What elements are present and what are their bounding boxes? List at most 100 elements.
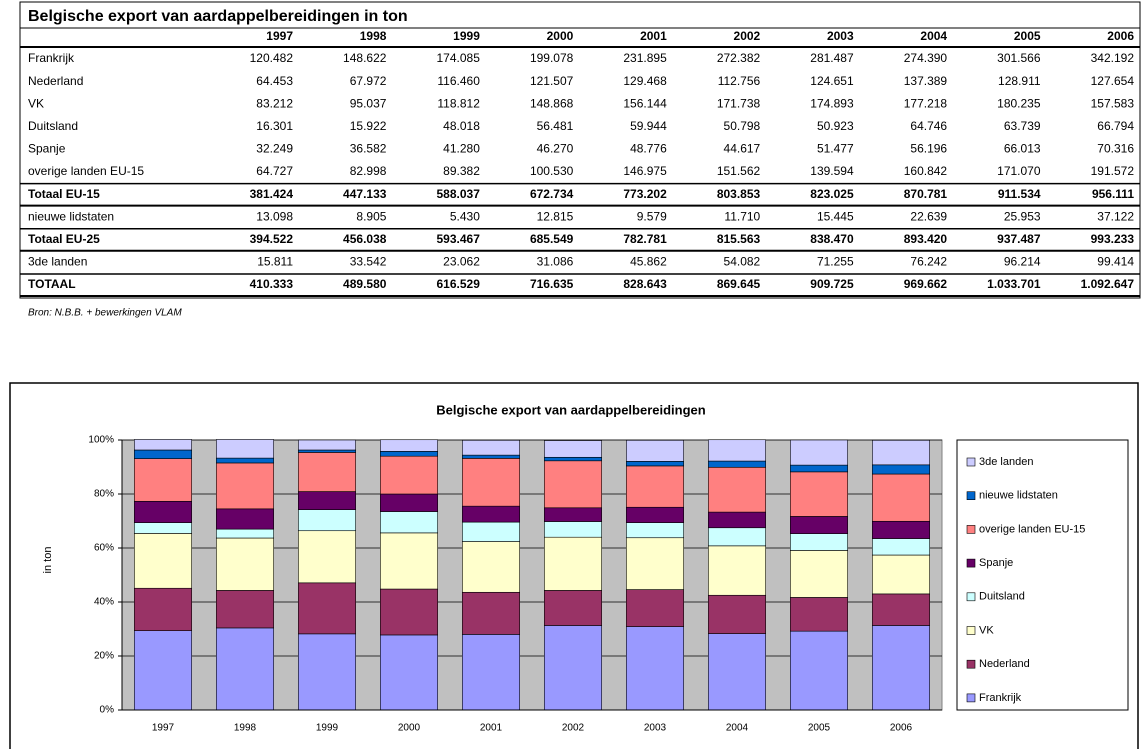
cell: 45.862 (630, 255, 667, 269)
cell: 828.643 (623, 277, 667, 291)
cell: 716.635 (530, 277, 574, 291)
bar-segment (625, 626, 684, 711)
cell: 41.280 (443, 142, 480, 156)
bar-segment (297, 452, 356, 492)
cell: 82.998 (350, 164, 387, 178)
cell: 25.953 (1004, 209, 1041, 223)
bar-segment (216, 462, 275, 510)
row-label: Spanje (28, 142, 66, 156)
bar-segment (625, 461, 684, 467)
table-frame (19, 1, 1141, 299)
row-label: Totaal EU-15 (28, 187, 100, 201)
y-tick-label: 40% (94, 597, 114, 608)
column-header: 2003 (827, 29, 854, 43)
bar-segment (134, 533, 193, 589)
column-header: 2005 (1014, 29, 1041, 43)
legend (956, 439, 1129, 711)
cell: 22.639 (910, 209, 947, 223)
cell: 15.922 (350, 119, 387, 133)
cell: 174.085 (436, 51, 480, 65)
x-tick-label: 2005 (808, 723, 831, 734)
bar-segment (461, 458, 520, 507)
cell: 112.756 (718, 74, 761, 88)
bar-segment (297, 449, 356, 453)
cell: 59.944 (630, 119, 667, 133)
bar-segment (707, 460, 766, 468)
source: Bron: N.B.B. + bewerkingen VLAM (28, 308, 182, 319)
cell: 782.781 (623, 232, 667, 246)
bar-segment (216, 508, 275, 530)
bar-segment (379, 532, 438, 590)
cell: 31.086 (537, 255, 574, 269)
bar-segment (625, 506, 684, 523)
bar-segment (707, 594, 766, 634)
cell: 12.815 (537, 209, 574, 223)
cell: 121.507 (530, 74, 574, 88)
cell: 274.390 (904, 51, 948, 65)
cell: 969.662 (904, 277, 948, 291)
cell: 63.739 (1004, 119, 1041, 133)
y-tick-label: 20% (94, 651, 114, 662)
row-label: Totaal EU-25 (28, 232, 100, 246)
cell: 869.645 (717, 277, 761, 291)
legend-swatch (966, 457, 976, 467)
cell: 909.725 (810, 277, 854, 291)
x-tick-label: 2000 (398, 723, 421, 734)
cell: 64.746 (910, 119, 947, 133)
legend-swatch (966, 626, 976, 635)
row-label: TOTAAL (28, 277, 76, 291)
row-label: VK (28, 96, 44, 110)
cell: 281.487 (810, 51, 854, 65)
bar-segment (707, 545, 766, 596)
bar-segment (379, 451, 438, 457)
bar-segment (543, 625, 602, 711)
cell: 56.196 (910, 142, 947, 156)
column-header: 2000 (547, 29, 574, 43)
x-tick-label: 1998 (234, 723, 257, 734)
cell: 199.078 (530, 51, 574, 65)
row-label: 3de landen (28, 255, 87, 269)
legend-swatch (966, 693, 976, 703)
cell: 95.037 (350, 96, 387, 110)
x-tick-label: 2003 (644, 723, 667, 734)
bar-segment (134, 587, 193, 631)
cell: 50.798 (724, 119, 761, 133)
y-tick-label: 80% (94, 489, 114, 500)
cell: 64.453 (256, 74, 293, 88)
bar-segment (379, 493, 438, 512)
y-axis-label: in ton (42, 547, 54, 574)
bar-segment (461, 591, 520, 635)
cell: 128.911 (998, 74, 1041, 88)
bar-segment (461, 439, 520, 456)
cell: 157.583 (1091, 96, 1135, 110)
cell: 8.905 (356, 209, 386, 223)
cell: 180.235 (997, 96, 1041, 110)
bar-segment (789, 630, 848, 711)
cell: 911.534 (998, 187, 1041, 201)
cell: 773.202 (623, 187, 667, 201)
bar-segment (543, 507, 602, 522)
bar-segment (625, 465, 684, 508)
bar-segment (625, 537, 684, 590)
bar-segment (543, 536, 602, 591)
bar-segment (461, 634, 520, 711)
cell: 456.038 (343, 232, 387, 246)
cell: 66.013 (1004, 142, 1041, 156)
legend-label: 3de landen (979, 456, 1033, 468)
cell: 893.420 (904, 232, 948, 246)
bar-segment (216, 537, 275, 591)
cell: 489.580 (343, 277, 387, 291)
bar-segment (871, 439, 930, 466)
cell: 120.482 (250, 51, 294, 65)
bar-segment (871, 473, 930, 522)
row-label: Frankrijk (28, 51, 75, 65)
cell: 48.018 (443, 119, 480, 133)
bar-segment (379, 511, 438, 534)
bar-segment (297, 439, 356, 451)
table-title: Belgische export van aardappelbereidinge… (28, 8, 408, 25)
cell: 71.255 (817, 255, 854, 269)
cell: 54.082 (724, 255, 761, 269)
cell: 815.563 (717, 232, 761, 246)
bar-segment (379, 588, 438, 636)
